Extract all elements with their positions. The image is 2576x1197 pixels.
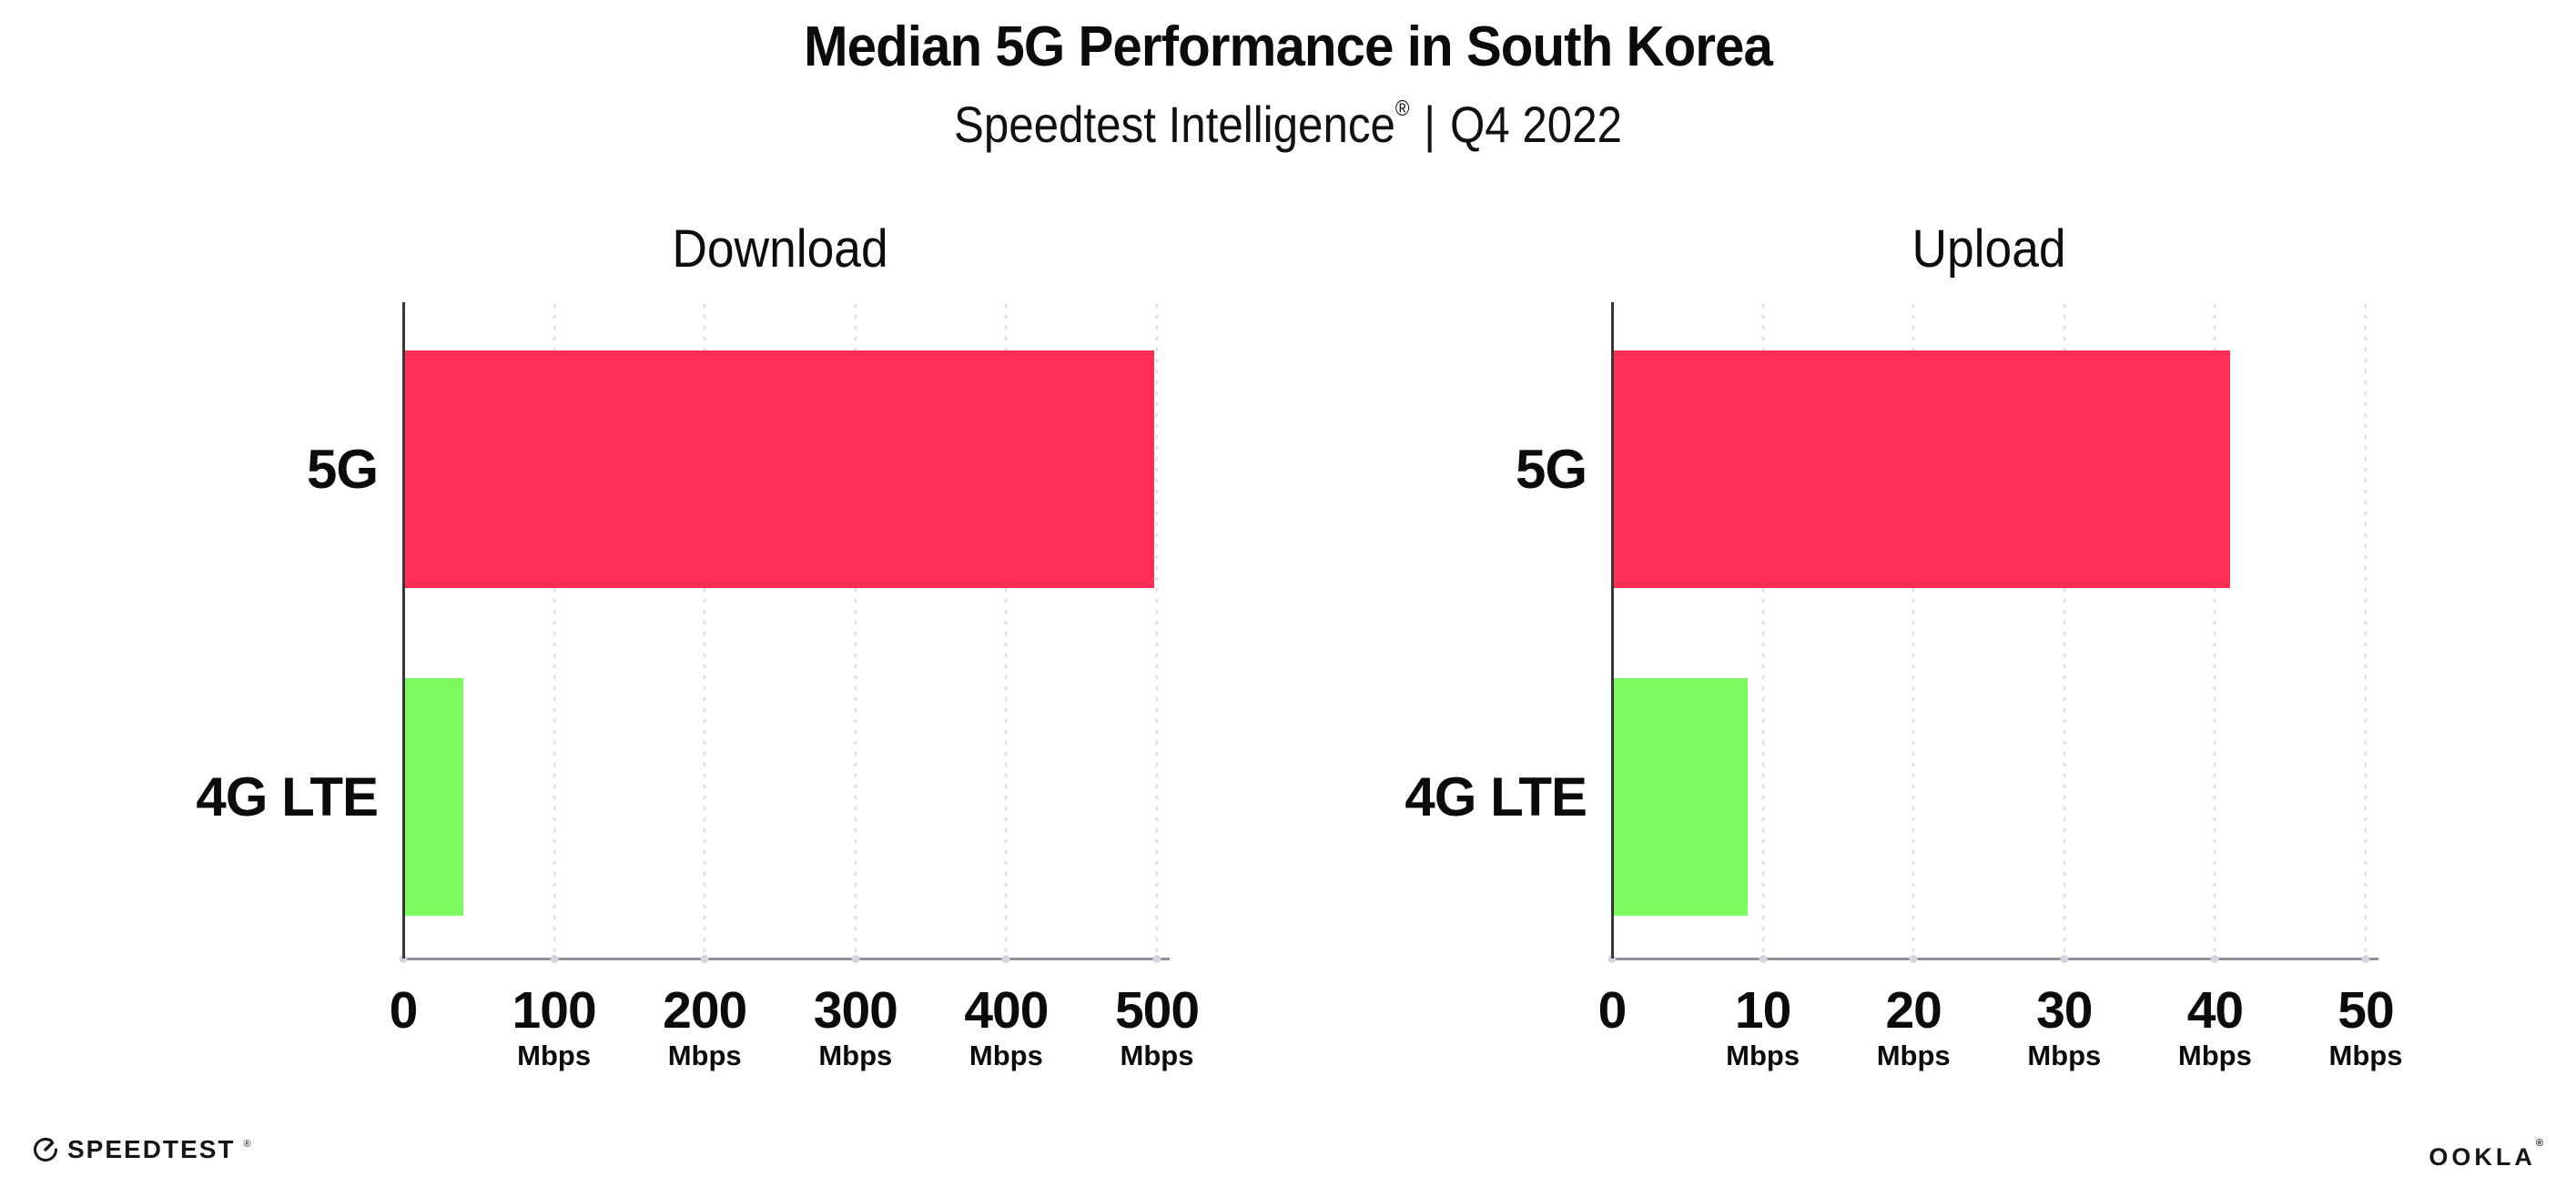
plot-area: [1607, 302, 2378, 963]
x-tick-value: 50: [2338, 981, 2394, 1040]
subtitle-brand: Speedtest Intelligence: [953, 96, 1395, 153]
axis-tick-dot: [700, 955, 709, 963]
download-chart-title: Download: [672, 219, 888, 279]
x-tick-unit: Mbps: [2177, 1040, 2252, 1071]
x-tick-unit: Mbps: [2027, 1040, 2102, 1071]
x-tick-unit: Mbps: [1876, 1040, 1951, 1071]
x-tick-unit: Mbps: [818, 1040, 893, 1071]
download-chart: Download 5G 4G LTE 0 100 Mbps 200 Mbps 300 Mbps…: [196, 218, 1200, 1093]
x-tick: 400 Mbps: [964, 981, 1049, 1072]
axis-tick-dot: [2060, 955, 2069, 963]
x-tick: 0: [389, 981, 419, 1040]
category-labels: 5G 4G LTE: [1405, 302, 1587, 959]
x-tick-unit: Mbps: [2328, 1040, 2403, 1071]
axis-tick-dot: [2361, 955, 2370, 963]
x-tick-value: 100: [512, 981, 597, 1040]
ookla-trademark-icon: ®: [2535, 1138, 2547, 1149]
x-tick: 20 Mbps: [1877, 984, 1951, 1072]
x-tick: 40 Mbps: [2178, 984, 2252, 1072]
axis-tick-dot: [2210, 955, 2219, 963]
x-tick-value: 10: [1734, 981, 1791, 1040]
category-labels: 5G 4G LTE: [196, 302, 379, 959]
axis-tick-dot: [1909, 955, 1918, 963]
gridline: [854, 304, 857, 959]
axis-tick-dot: [550, 955, 559, 963]
x-tick: 500 Mbps: [1114, 981, 1200, 1072]
gridline: [1761, 304, 1765, 959]
axis-tick-dot: [1607, 955, 1617, 963]
y-axis-line: [1611, 302, 1614, 959]
x-tick-value: 500: [1114, 981, 1200, 1040]
gridline: [703, 304, 706, 959]
y-axis-line: [402, 302, 405, 959]
gridline: [2364, 304, 2368, 959]
x-tick: 30 Mbps: [2027, 984, 2101, 1072]
bar-5g: [403, 350, 1154, 588]
category-label-4g-lte: 4G LTE: [1405, 766, 1587, 827]
x-tick-value: 200: [663, 981, 747, 1040]
x-tick: 200 Mbps: [663, 981, 747, 1072]
x-tick: 100 Mbps: [512, 981, 597, 1072]
x-axis-line: [1610, 958, 2378, 960]
axis-tick-dot: [1759, 955, 1768, 963]
x-tick: 50 Mbps: [2329, 984, 2403, 1072]
x-tick: 0: [1597, 981, 1628, 1040]
speedtest-gauge-icon: [34, 1138, 57, 1161]
subtitle-separator: |: [1424, 96, 1436, 153]
gridline: [1004, 304, 1008, 959]
upload-chart-title: Upload: [1912, 219, 2066, 279]
x-tick-unit: Mbps: [667, 1040, 742, 1071]
x-tick: 10 Mbps: [1726, 984, 1800, 1072]
gridline: [1912, 304, 1915, 959]
x-tick-value: 300: [813, 981, 898, 1040]
category-label-5g: 5G: [306, 439, 379, 500]
x-tick-unit: Mbps: [517, 1040, 592, 1071]
speedtest-logo: SPEEDTEST ®: [32, 1135, 251, 1164]
bar-4g-lte: [403, 678, 464, 916]
category-label-4g-lte: 4G LTE: [196, 766, 379, 827]
figure-title: Median 5G Performance in South Korea: [803, 15, 1773, 78]
x-tick-value: 400: [964, 981, 1049, 1040]
ookla-logo: OOKLA®: [2429, 1138, 2547, 1172]
x-tick-value: 0: [1597, 981, 1628, 1040]
x-tick-unit: Mbps: [969, 1040, 1043, 1071]
x-tick-value: 0: [389, 981, 419, 1040]
x-tick: 300 Mbps: [814, 984, 898, 1072]
plot-area: [399, 302, 1170, 963]
axis-tick-dot: [1001, 955, 1010, 963]
category-label-5g: 5G: [1515, 439, 1587, 500]
subtitle-period: Q4 2022: [1449, 96, 1623, 153]
bar-5g: [1612, 350, 2230, 588]
x-tick-value: 20: [1885, 981, 1942, 1040]
x-tick-unit: Mbps: [1726, 1040, 1800, 1071]
registered-trademark-icon: ®: [1394, 96, 1410, 121]
gridline: [2063, 304, 2066, 959]
x-axis-ticks: 0 100 Mbps 200 Mbps 300 Mbps 400 Mbps 500 Mbps: [390, 981, 1200, 1093]
x-tick-unit: Mbps: [1120, 1040, 1194, 1071]
figure-subtitle: Speedtest Intelligence® | Q4 2022: [155, 95, 2421, 154]
x-axis-line: [401, 958, 1170, 960]
axis-tick-dot: [399, 955, 408, 963]
upload-chart: Upload 5G 4G LTE 0 10 Mbps 20 Mbps 30 Mbps 40 Mbp…: [1405, 218, 2403, 1093]
speedtest-wordmark: SPEEDTEST: [67, 1135, 236, 1163]
speedtest-trademark-icon: ®: [243, 1139, 251, 1150]
gridline: [1155, 304, 1159, 959]
gridline: [2213, 304, 2216, 959]
bar-4g-lte: [1612, 678, 1749, 916]
gridline: [553, 304, 556, 959]
ookla-wordmark: OOKLA: [2429, 1143, 2536, 1171]
axis-tick-dot: [851, 955, 860, 963]
axis-tick-dot: [1152, 955, 1161, 963]
x-tick-value: 30: [2036, 981, 2093, 1040]
x-tick-value: 40: [2186, 981, 2244, 1040]
x-axis-ticks: 0 10 Mbps 20 Mbps 30 Mbps 40 Mbps 50 Mbps: [1598, 984, 2403, 1093]
